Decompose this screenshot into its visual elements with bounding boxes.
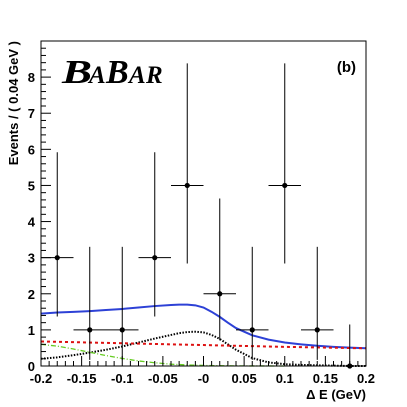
svg-text:A: A (87, 62, 106, 89)
fit-curve-dashed (40, 340, 367, 350)
data-point (73, 246, 106, 360)
data-point (41, 152, 74, 317)
data-point (203, 198, 236, 341)
x-tick-label: 0.05 (231, 371, 256, 386)
svg-text:B: B (105, 54, 129, 91)
data-marker (87, 327, 93, 333)
svg-text:R: R (145, 62, 163, 89)
y-axis: 0 1 2 3 4 5 6 7 8 (28, 40, 51, 374)
y-axis-title: Events / ( 0.04 GeV ) (6, 41, 21, 165)
x-tick-label: -0 (198, 371, 210, 386)
x-tick-label: 0.15 (313, 371, 338, 386)
panel-label: (b) (337, 59, 356, 76)
data-point (268, 63, 301, 264)
data-marker (282, 182, 288, 189)
y-tick-label: 6 (28, 142, 35, 157)
data-marker (119, 327, 125, 333)
data-point (138, 152, 171, 317)
y-tick-label: 1 (28, 323, 35, 338)
svg-text:B: B (61, 54, 92, 91)
data-point (106, 246, 139, 360)
y-tick-label: 0 (28, 359, 35, 374)
x-axis: -0.2 -0.15 -0.1 -0.05 -0 0.05 0.1 0.15 0.2 (30, 356, 375, 386)
x-axis-title: Δ E (GeV) (306, 387, 366, 402)
x-tick-label: -0.2 (30, 371, 52, 386)
data-marker (249, 327, 255, 333)
data-point (171, 63, 204, 264)
y-tick-label: 5 (28, 178, 35, 193)
y-tick-label: 7 (28, 106, 35, 121)
data-marker (184, 182, 190, 189)
data-point (301, 246, 334, 360)
x-tick-label: -0.15 (67, 371, 97, 386)
fit-curve-solid (40, 303, 367, 350)
x-tick-label: 0.2 (357, 371, 375, 386)
y-tick-label: 8 (28, 70, 35, 85)
y-tick-label: 4 (28, 215, 36, 230)
x-tick-label: -0.05 (148, 371, 178, 386)
data-point (236, 246, 269, 360)
data-marker (54, 255, 60, 261)
plot-area (40, 63, 367, 369)
y-tick-label: 3 (28, 251, 35, 266)
data-marker (217, 291, 223, 297)
svg-text:A: A (127, 62, 146, 89)
y-tick-label: 2 (28, 287, 35, 302)
babar-logo: B A B A R (61, 54, 163, 91)
x-tick-label: 0.1 (276, 371, 294, 386)
x-tick-label: -0.1 (111, 371, 133, 386)
data-marker (152, 255, 158, 261)
data-marker (314, 327, 320, 333)
fit-curve-dotted (40, 330, 366, 367)
